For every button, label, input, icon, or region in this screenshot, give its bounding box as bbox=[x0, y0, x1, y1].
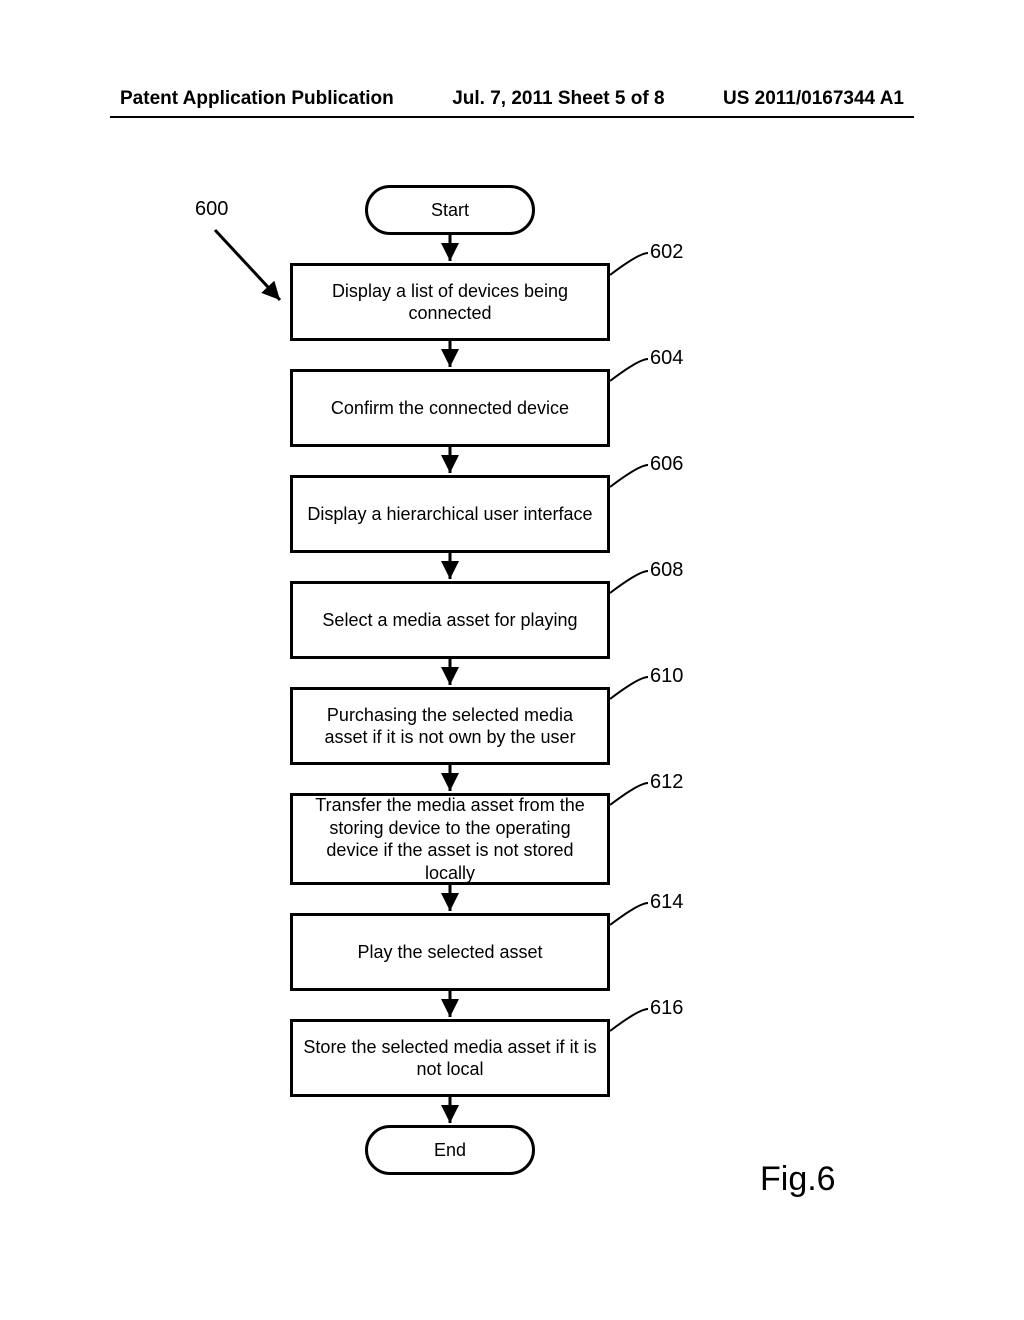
flow-step-label-612: 612 bbox=[650, 771, 683, 794]
flow-node-n612: Transfer the media asset from the storin… bbox=[290, 793, 610, 885]
flow-node-text: Display a list of devices being connecte… bbox=[303, 280, 597, 325]
flow-step-label-602: 602 bbox=[650, 241, 683, 264]
flow-node-n616: Store the selected media asset if it is … bbox=[290, 1019, 610, 1097]
page-header: Patent Application Publication Jul. 7, 2… bbox=[0, 88, 1024, 110]
flow-step-label-606: 606 bbox=[650, 453, 683, 476]
flow-node-text: Store the selected media asset if it is … bbox=[303, 1036, 597, 1081]
flow-node-text: End bbox=[434, 1139, 466, 1162]
flow-node-end: End bbox=[365, 1125, 535, 1175]
flow-node-n602: Display a list of devices being connecte… bbox=[290, 263, 610, 341]
figure-label: Fig.6 bbox=[760, 1160, 836, 1199]
flow-step-label-604: 604 bbox=[650, 347, 683, 370]
flow-node-text: Select a media asset for playing bbox=[322, 609, 577, 632]
flow-node-n614: Play the selected asset bbox=[290, 913, 610, 991]
flow-node-n604: Confirm the connected device bbox=[290, 369, 610, 447]
flow-node-text: Confirm the connected device bbox=[331, 397, 569, 420]
flow-step-label-616: 616 bbox=[650, 997, 683, 1020]
header-right: US 2011/0167344 A1 bbox=[723, 88, 904, 110]
header-left: Patent Application Publication bbox=[120, 88, 394, 110]
flow-step-label-614: 614 bbox=[650, 891, 683, 914]
header-center: Jul. 7, 2011 Sheet 5 of 8 bbox=[452, 88, 664, 110]
flow-node-start: Start bbox=[365, 185, 535, 235]
flow-node-text: Purchasing the selected media asset if i… bbox=[303, 704, 597, 749]
flow-node-n608: Select a media asset for playing bbox=[290, 581, 610, 659]
flow-node-n606: Display a hierarchical user interface bbox=[290, 475, 610, 553]
flow-node-n610: Purchasing the selected media asset if i… bbox=[290, 687, 610, 765]
flow-node-text: Play the selected asset bbox=[357, 941, 542, 964]
flow-step-label-610: 610 bbox=[650, 665, 683, 688]
flow-node-text: Start bbox=[431, 199, 469, 222]
flow-step-label-608: 608 bbox=[650, 559, 683, 582]
header-rule bbox=[110, 116, 914, 118]
flow-node-text: Transfer the media asset from the storin… bbox=[303, 794, 597, 884]
flow-node-text: Display a hierarchical user interface bbox=[307, 503, 592, 526]
diagram-ref-label: 600 bbox=[195, 198, 228, 221]
